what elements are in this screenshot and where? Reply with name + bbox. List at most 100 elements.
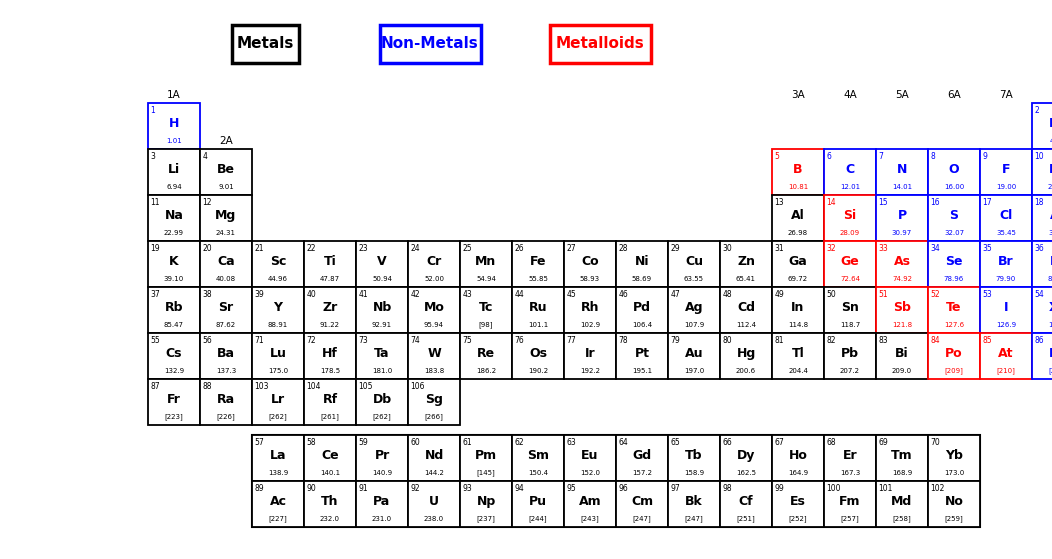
Text: 64: 64 [619, 438, 628, 447]
Text: Fe: Fe [530, 255, 546, 268]
Text: 100: 100 [827, 484, 841, 493]
Text: [244]: [244] [529, 515, 547, 522]
Text: 41: 41 [359, 290, 368, 299]
Text: 207.2: 207.2 [839, 368, 859, 374]
Text: 95: 95 [566, 484, 576, 493]
Bar [876, 241, 928, 287]
Text: 35.45: 35.45 [996, 230, 1016, 236]
Text: 114.8: 114.8 [788, 322, 808, 328]
Text: 103: 103 [255, 382, 269, 391]
Text: 200.6: 200.6 [736, 368, 756, 374]
Text: Th: Th [321, 495, 339, 508]
Bar [408, 379, 460, 425]
Text: Sn: Sn [841, 301, 858, 314]
Text: 19.00: 19.00 [996, 184, 1016, 190]
Text: 31: 31 [774, 244, 784, 253]
Bar [304, 287, 356, 333]
Bar [876, 195, 928, 241]
Bar [304, 435, 356, 481]
Text: 9: 9 [983, 152, 988, 161]
Text: 85: 85 [983, 336, 992, 345]
Text: 209.0: 209.0 [892, 368, 912, 374]
Text: 6A: 6A [947, 90, 960, 100]
Text: Sm: Sm [527, 449, 549, 462]
Text: 42: 42 [410, 290, 420, 299]
Bar [1032, 333, 1052, 379]
Text: 55.85: 55.85 [528, 276, 548, 282]
Text: [266]: [266] [425, 413, 444, 420]
Text: [247]: [247] [685, 515, 704, 522]
Text: O: O [949, 163, 959, 176]
Bar [460, 481, 512, 527]
Text: 7A: 7A [999, 90, 1013, 100]
Text: Ho: Ho [789, 449, 808, 462]
Text: Ar: Ar [1050, 209, 1052, 222]
Bar [252, 287, 304, 333]
Text: [209]: [209] [945, 367, 964, 374]
Text: 75: 75 [463, 336, 472, 345]
Bar [980, 195, 1032, 241]
Bar [772, 149, 824, 195]
Text: Ta: Ta [375, 347, 389, 360]
Text: Si: Si [844, 209, 856, 222]
Text: [258]: [258] [893, 515, 911, 522]
Text: 183.8: 183.8 [424, 368, 444, 374]
Text: 131.2: 131.2 [1048, 322, 1052, 328]
Text: 112.4: 112.4 [736, 322, 756, 328]
Text: 94: 94 [514, 484, 524, 493]
Text: As: As [893, 255, 910, 268]
Bar [512, 241, 564, 287]
Text: 77: 77 [566, 336, 576, 345]
Text: Co: Co [581, 255, 599, 268]
Text: W: W [427, 347, 441, 360]
Text: 14.01: 14.01 [892, 184, 912, 190]
Bar [616, 333, 668, 379]
Text: 30.97: 30.97 [892, 230, 912, 236]
Text: Hf: Hf [322, 347, 338, 360]
Text: Ac: Ac [269, 495, 286, 508]
Bar [512, 333, 564, 379]
Text: 52: 52 [931, 290, 940, 299]
Text: 7: 7 [878, 152, 884, 161]
Text: 60: 60 [410, 438, 420, 447]
Text: Os: Os [529, 347, 547, 360]
Text: P: P [897, 209, 907, 222]
Bar [564, 481, 616, 527]
Text: 88.91: 88.91 [268, 322, 288, 328]
Text: 52.00: 52.00 [424, 276, 444, 282]
Text: 2A: 2A [219, 136, 232, 146]
Text: 73: 73 [359, 336, 368, 345]
Text: Sb: Sb [893, 301, 911, 314]
Text: Se: Se [946, 255, 963, 268]
Text: 44.96: 44.96 [268, 276, 288, 282]
Text: Na: Na [164, 209, 183, 222]
Text: 47: 47 [670, 290, 681, 299]
Bar [512, 481, 564, 527]
Text: 1: 1 [150, 106, 156, 115]
Text: Md: Md [891, 495, 913, 508]
Bar [148, 379, 200, 425]
Text: 35: 35 [983, 244, 992, 253]
Bar [200, 379, 252, 425]
Text: 33: 33 [878, 244, 888, 253]
Bar [928, 149, 980, 195]
Text: 98: 98 [723, 484, 732, 493]
Text: Ru: Ru [529, 301, 547, 314]
Text: 4A: 4A [843, 90, 857, 100]
Text: 6.94: 6.94 [166, 184, 182, 190]
Text: Br: Br [998, 255, 1014, 268]
Text: Pd: Pd [633, 301, 651, 314]
Text: Al: Al [791, 209, 805, 222]
Text: 20: 20 [202, 244, 213, 253]
Text: 121.8: 121.8 [892, 322, 912, 328]
Text: Non-Metals: Non-Metals [381, 36, 479, 51]
Text: 12.01: 12.01 [839, 184, 861, 190]
Bar [252, 333, 304, 379]
Text: 79.90: 79.90 [996, 276, 1016, 282]
Text: 84: 84 [931, 336, 940, 345]
Text: 140.1: 140.1 [320, 470, 340, 476]
Text: 167.3: 167.3 [839, 470, 861, 476]
Text: 24: 24 [410, 244, 420, 253]
Bar [148, 241, 200, 287]
Text: 238.0: 238.0 [424, 516, 444, 522]
